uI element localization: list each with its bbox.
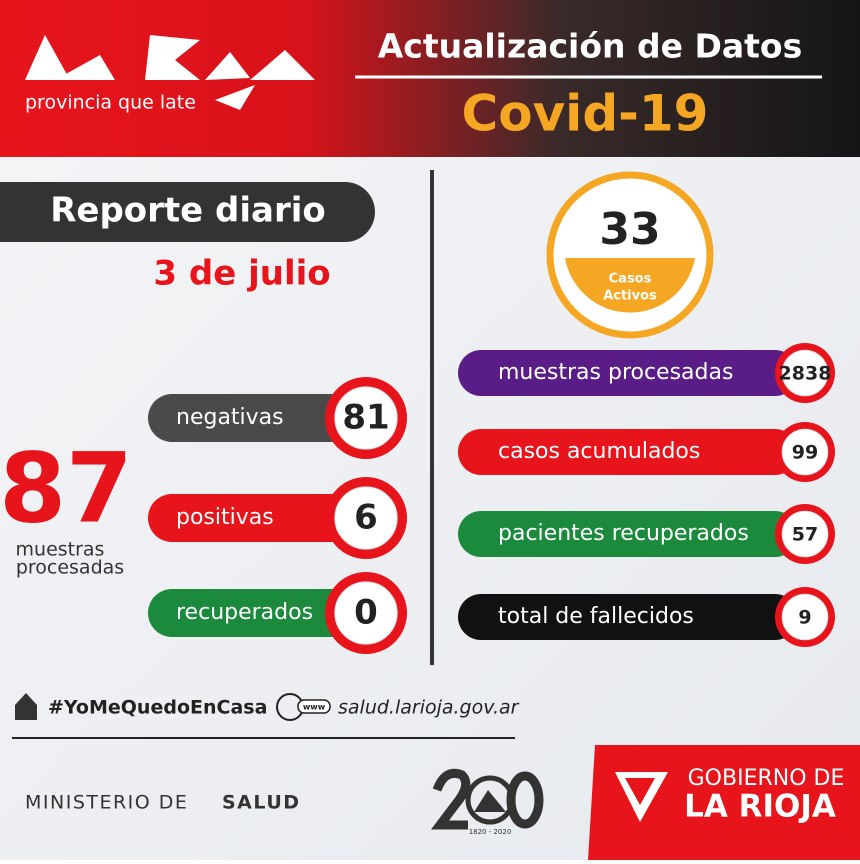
report-label: recuperados — [176, 600, 313, 625]
active-label: Casos — [609, 272, 652, 287]
home-icon — [15, 693, 37, 720]
logo-shapes — [25, 35, 315, 80]
brand-tagline: provincia que late — [25, 92, 196, 114]
ministry-prefix: MINISTERIO DE — [25, 792, 188, 814]
value-disc — [334, 486, 398, 550]
ministry: SALUD — [222, 792, 301, 814]
report-title: Reporte diario — [50, 191, 326, 231]
logo-accent — [215, 85, 255, 110]
value: 6 — [354, 498, 378, 538]
value-disc — [334, 386, 398, 450]
report-total-label: procesadas — [16, 557, 124, 579]
active-value: 33 — [599, 204, 660, 255]
report-title-pill — [0, 182, 375, 242]
report-total: 87 — [0, 432, 133, 544]
stat-label: total de fallecidos — [498, 604, 694, 629]
hashtag: #YoMeQuedoEnCasa — [48, 697, 267, 719]
stat-pill — [458, 594, 798, 640]
report-date: 3 de julio — [153, 254, 330, 294]
government-bottom: LA RIOJA — [684, 789, 836, 825]
report-pill — [148, 494, 363, 542]
report-label: positivas — [176, 505, 274, 530]
value: 2838 — [779, 363, 832, 385]
stat-label: muestras procesadas — [498, 360, 733, 385]
value: 57 — [792, 524, 818, 546]
stat-label: pacientes recuperados — [498, 521, 749, 546]
footer: #YoMeQuedoEnCasa www salud.larioja.gov.a… — [12, 693, 860, 860]
value: 81 — [342, 398, 389, 438]
logo-digit — [506, 771, 544, 829]
header-title: Actualización de Datos — [378, 27, 803, 66]
website: salud.larioja.gov.ar — [338, 697, 520, 719]
value-disc — [781, 349, 829, 397]
value-disc — [334, 581, 398, 645]
stat-label: casos acumulados — [498, 439, 700, 464]
value-disc — [781, 428, 829, 476]
value-disc — [781, 593, 829, 641]
www-label: www — [303, 703, 326, 712]
active-fill — [565, 258, 695, 313]
value: 99 — [792, 442, 818, 464]
report-pill — [148, 394, 363, 442]
report-total-label: muestras — [16, 539, 105, 561]
logo-digit — [431, 768, 471, 830]
report-label: negativas — [176, 405, 284, 430]
www-badge — [297, 699, 331, 714]
anniversary: 1820 - 2020 — [469, 828, 512, 836]
anniversary-logo: 1820 - 2020 — [431, 768, 544, 836]
brand-logo — [25, 35, 315, 110]
header-subtitle: Covid-19 — [462, 85, 709, 143]
stat-pill — [458, 511, 798, 557]
value-disc — [781, 510, 829, 558]
stat-pill — [458, 350, 798, 396]
value: 9 — [798, 607, 811, 629]
value: 0 — [354, 593, 378, 633]
government-logo-inner — [625, 778, 655, 805]
government-top: GOBIERNO DE — [688, 766, 845, 791]
logo-mountain — [474, 790, 506, 812]
active-label: Activos — [603, 289, 657, 304]
stat-pill — [458, 429, 798, 475]
report-pill — [148, 589, 363, 637]
